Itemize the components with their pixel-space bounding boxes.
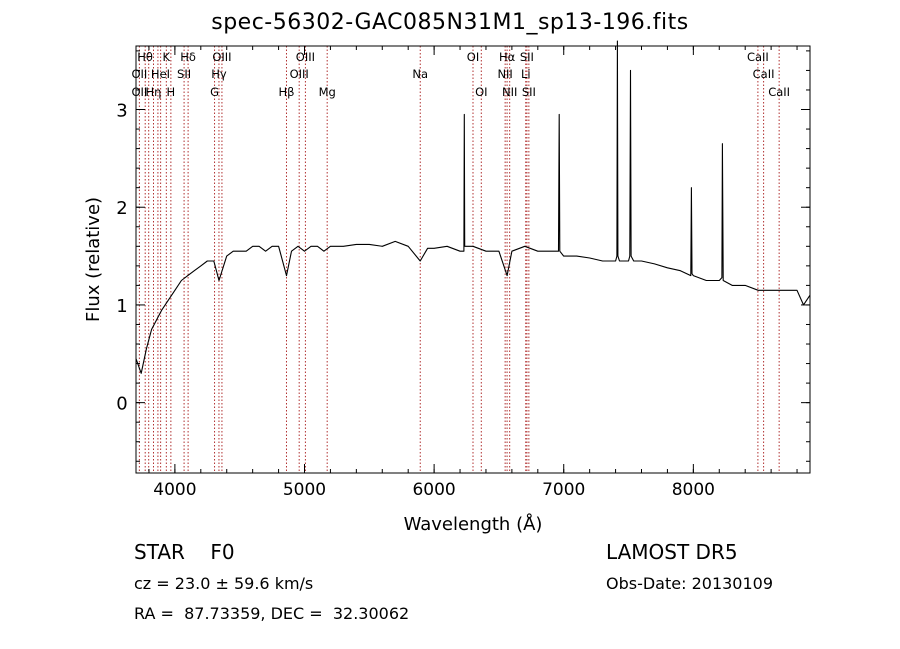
line-label: Hη bbox=[146, 85, 162, 99]
line-label: OIII bbox=[296, 50, 315, 64]
plot-frame bbox=[135, 45, 811, 474]
line-label: OIII bbox=[290, 67, 309, 81]
y-tick-label: 1 bbox=[116, 296, 127, 317]
x-tick-label: 6000 bbox=[412, 480, 455, 500]
redshift-velocity: cz = 23.0 ± 59.6 km/s bbox=[134, 574, 314, 593]
axes: 4000 5000 6000 7000 8000 0 1 2 3 Wavelength (Å) Fl… bbox=[83, 45, 811, 535]
line-label: Li bbox=[521, 67, 531, 81]
spectral-line-labels: Hθ K Hδ OIII OIII OI Hα SII CaII OII HeI SII Hγ OIII N… bbox=[131, 50, 790, 99]
line-label: CaII bbox=[768, 85, 790, 99]
line-label: SII bbox=[520, 50, 534, 64]
line-label: NII bbox=[502, 85, 517, 99]
line-label: Mg bbox=[319, 85, 336, 99]
line-label: NII bbox=[497, 67, 512, 81]
line-label: CaII bbox=[747, 50, 769, 64]
line-label: OIII bbox=[212, 50, 231, 64]
line-label: Hθ bbox=[137, 50, 153, 64]
x-tick-label: 8000 bbox=[672, 480, 715, 500]
line-label: Hα bbox=[499, 50, 516, 64]
y-tick-label: 2 bbox=[116, 198, 127, 219]
line-label: CaII bbox=[753, 67, 775, 81]
line-label: HeI bbox=[151, 67, 170, 81]
line-label: OI bbox=[467, 50, 479, 64]
spectrum-series bbox=[135, 40, 811, 374]
line-label: SII bbox=[177, 67, 191, 81]
y-tick-label: 3 bbox=[116, 101, 127, 122]
line-label: H bbox=[167, 85, 176, 99]
line-label: G bbox=[210, 85, 219, 99]
x-tick-label: 7000 bbox=[542, 480, 585, 500]
spectral-line-markers bbox=[138, 46, 780, 473]
object-class: STAR F0 bbox=[134, 540, 235, 564]
line-label: OI bbox=[475, 85, 487, 99]
line-label: OII bbox=[131, 85, 147, 99]
y-tick-label: 0 bbox=[116, 394, 127, 415]
spectrum-line bbox=[135, 40, 811, 374]
line-label: SII bbox=[522, 85, 536, 99]
x-tick-label: 5000 bbox=[283, 480, 326, 500]
survey-name: LAMOST DR5 bbox=[606, 540, 738, 564]
line-label: Hβ bbox=[278, 85, 294, 99]
x-axis-label: Wavelength (Å) bbox=[404, 513, 543, 535]
line-label: Hδ bbox=[180, 50, 196, 64]
line-label: Hγ bbox=[211, 67, 227, 81]
chart-title: spec-56302-GAC085N31M1_sp13-196.fits bbox=[211, 10, 689, 35]
line-label: Na bbox=[412, 67, 428, 81]
line-label: OII bbox=[131, 67, 147, 81]
ra-dec-coordinates: RA = 87.73359, DEC = 32.30062 bbox=[134, 604, 410, 623]
observation-date: Obs-Date: 20130109 bbox=[606, 574, 774, 593]
y-axis-label: Flux (relative) bbox=[83, 197, 104, 322]
line-label: K bbox=[163, 50, 171, 64]
x-tick-label: 4000 bbox=[153, 480, 196, 500]
